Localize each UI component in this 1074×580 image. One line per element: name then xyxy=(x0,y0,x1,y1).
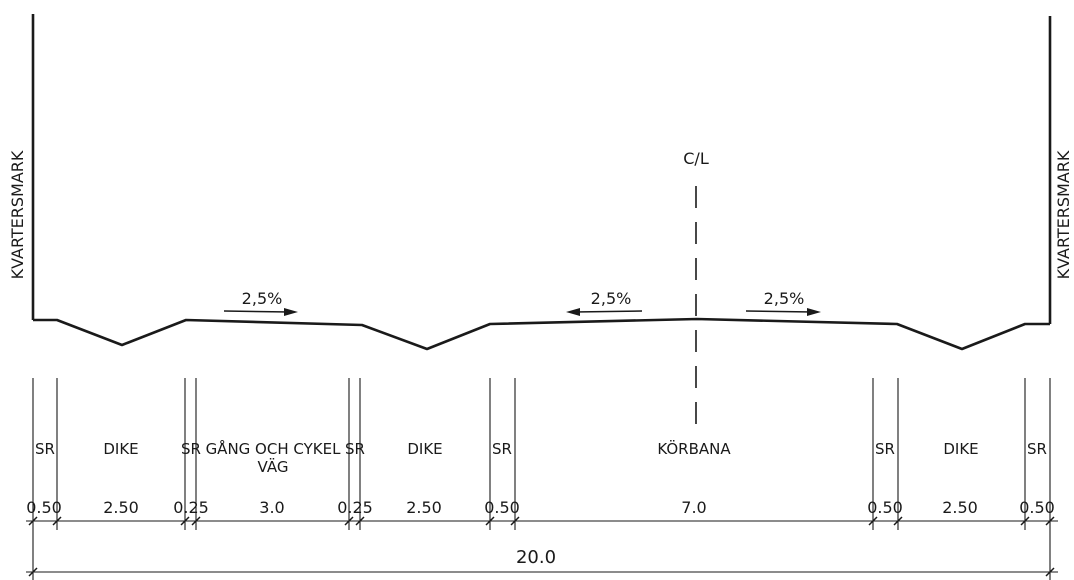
section-label-dike: DIKE xyxy=(407,440,442,458)
slope-arrow-line xyxy=(223,310,291,313)
slope-arrow-line xyxy=(745,310,814,313)
section-label-dike: DIKE xyxy=(943,440,978,458)
dimension-value: 0.50 xyxy=(26,498,62,517)
dimension-value: 0.50 xyxy=(484,498,520,517)
total-dimension-value: 20.0 xyxy=(516,547,556,568)
slope-arrow-line xyxy=(573,310,643,313)
dimension-tick xyxy=(355,516,365,526)
dimension-value: 2.50 xyxy=(942,498,978,517)
slope-label: 2,5% xyxy=(764,289,805,308)
dimension-tick xyxy=(344,516,354,526)
dimension-tick xyxy=(1045,516,1055,526)
dimension-value: 0.50 xyxy=(867,498,903,517)
dimension-tick xyxy=(180,516,190,526)
dimension-tick xyxy=(868,516,878,526)
section-label-sr: SR xyxy=(1027,440,1047,458)
dimension-tick xyxy=(28,516,38,526)
right-side-label: KVARTERSMARK xyxy=(1054,150,1073,279)
dimension-value: 2.50 xyxy=(103,498,139,517)
section-label-gcv-line2: VÄG xyxy=(258,457,289,476)
section-label-sr: SR xyxy=(492,440,512,458)
centerline-label: C/L xyxy=(683,149,709,168)
dimension-tick xyxy=(1020,516,1030,526)
slope-indicator-right: 2,5% xyxy=(745,289,821,316)
slope-arrowhead xyxy=(284,308,298,316)
dimension-value: 7.0 xyxy=(681,498,706,517)
dimension-value: 0.25 xyxy=(173,498,209,517)
dimension-tick xyxy=(510,516,520,526)
dimension-tick xyxy=(893,516,903,526)
dimension-value: 2.50 xyxy=(406,498,442,517)
dimension-tick xyxy=(191,516,201,526)
dimension-tick xyxy=(1045,567,1055,577)
slope-arrowhead xyxy=(807,308,821,316)
dimension-values: 0.50 2.50 0.25 3.0 0.25 2.50 0.50 7.0 0.… xyxy=(26,498,1055,517)
ground-profile xyxy=(33,317,1050,351)
section-label-sr: SR xyxy=(181,440,201,458)
dimension-tick xyxy=(52,516,62,526)
section-label-korbana: KÖRBANA xyxy=(657,439,731,458)
slope-indicator-middle: 2,5% xyxy=(566,289,643,316)
section-label-sr: SR xyxy=(875,440,895,458)
section-label-sr: SR xyxy=(35,440,55,458)
extension-lines xyxy=(32,378,1051,580)
slope-indicator-left: 2,5% xyxy=(223,289,298,316)
dimension-value: 3.0 xyxy=(259,498,284,517)
dimension-value: 0.25 xyxy=(337,498,373,517)
slope-arrowhead xyxy=(566,308,580,316)
section-label-sr: SR xyxy=(345,440,365,458)
slope-label: 2,5% xyxy=(591,289,632,308)
dimension-ticks xyxy=(28,516,1055,526)
section-labels: SR DIKE SR GÅNG OCH CYKEL VÄG SR DIKE SR… xyxy=(35,439,1047,476)
dimension-tick xyxy=(28,567,38,577)
dimension-tick xyxy=(485,516,495,526)
left-side-label: KVARTERSMARK xyxy=(8,150,27,279)
section-label-gcv: GÅNG OCH CYKEL xyxy=(206,439,342,458)
slope-label: 2,5% xyxy=(242,289,283,308)
section-label-dike: DIKE xyxy=(103,440,138,458)
dimension-value: 0.50 xyxy=(1019,498,1055,517)
